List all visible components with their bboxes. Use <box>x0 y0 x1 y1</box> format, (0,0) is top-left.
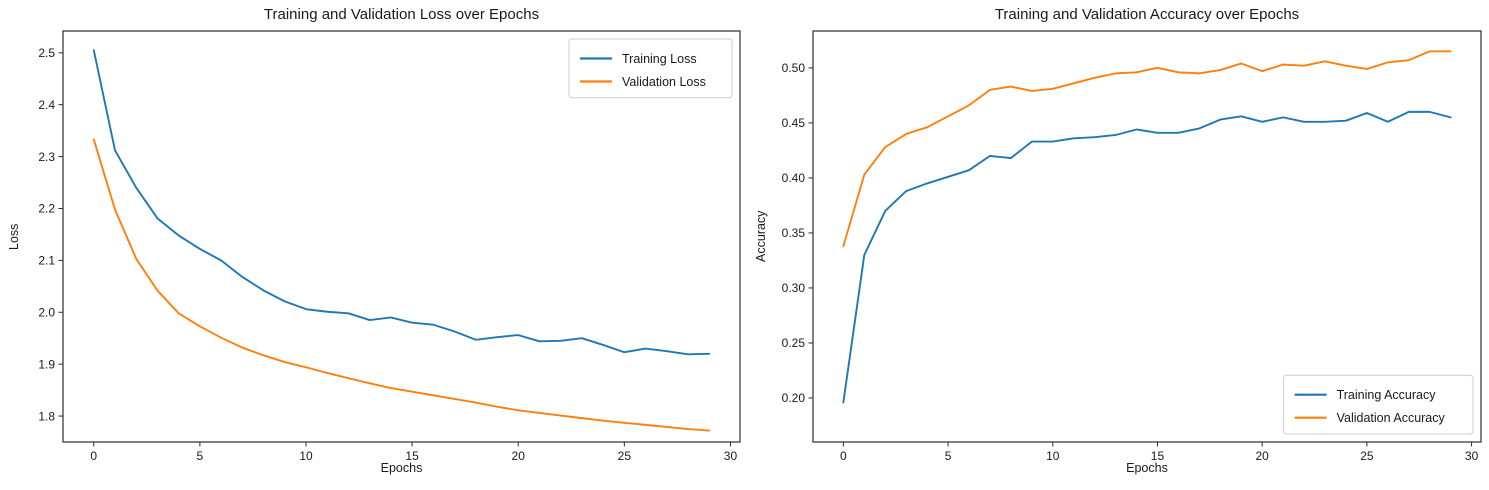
y-tick-label: 2.2 <box>38 202 55 216</box>
y-tick-label: 0.20 <box>782 391 806 405</box>
x-tick-label: 30 <box>1465 449 1479 463</box>
series-line-training-loss <box>92 49 711 356</box>
plot-frame <box>812 30 1482 443</box>
x-tick-label: 25 <box>1360 449 1374 463</box>
series-line-validation-accuracy <box>842 50 1452 248</box>
x-tick-label: 20 <box>1255 449 1269 463</box>
y-tick-label: 0.25 <box>782 336 806 350</box>
y-axis-ticks: 1.8 1.9 2.0 2.1 2.2 2.3 2.4 2.5 <box>38 46 63 423</box>
x-tick-label: 20 <box>512 449 526 463</box>
legend-box <box>1283 374 1474 435</box>
x-tick-label: 10 <box>1046 449 1060 463</box>
loss-subplot: Training and Validation Loss over Epochs… <box>7 6 741 475</box>
x-tick-label: 5 <box>197 449 204 463</box>
x-tick-label: 15 <box>1151 449 1165 463</box>
series-line-validation-loss <box>92 138 711 432</box>
legend: Training Loss Validation Loss <box>568 38 733 99</box>
accuracy-subplot: Training and Validation Accuracy over Ep… <box>745 0 1489 490</box>
y-tick-label: 0.50 <box>782 61 806 75</box>
loss-chart-title: Training and Validation Loss over Epochs <box>263 6 540 23</box>
x-tick-label: 25 <box>618 449 632 463</box>
y-tick-label: 0.30 <box>782 281 806 295</box>
x-tick-label: 5 <box>945 449 952 463</box>
legend-label-training-loss: Training Loss <box>622 52 697 66</box>
legend-label-validation-accuracy: Validation Accuracy <box>1337 411 1446 425</box>
y-tick-label: 1.8 <box>38 409 55 423</box>
y-tick-label: 2.1 <box>38 254 55 268</box>
legend-box <box>568 38 733 99</box>
x-axis-ticks: 0 5 10 15 20 25 30 <box>840 442 1479 463</box>
accuracy-chart-title: Training and Validation Accuracy over Ep… <box>994 6 1300 23</box>
y-tick-label: 0.35 <box>782 226 806 240</box>
y-tick-label: 0.45 <box>782 116 806 130</box>
x-tick-label: 0 <box>90 449 97 463</box>
series-line-training-accuracy <box>842 110 1452 404</box>
x-tick-label: 15 <box>405 449 419 463</box>
x-tick-label: 30 <box>724 449 738 463</box>
legend-label-validation-loss: Validation Loss <box>622 75 706 89</box>
y-tick-label: 0.40 <box>782 171 806 185</box>
y-tick-label: 1.9 <box>38 357 55 371</box>
loss-x-axis-label: Epochs <box>380 461 423 475</box>
accuracy-y-axis-label: Accuracy <box>754 210 768 263</box>
x-tick-label: 10 <box>299 449 313 463</box>
y-tick-label: 2.4 <box>38 98 55 112</box>
accuracy-x-axis-label: Epochs <box>1126 461 1168 475</box>
y-tick-label: 2.3 <box>38 150 55 164</box>
x-tick-label: 0 <box>840 449 847 463</box>
loss-chart: 0 5 10 15 20 25 30 1.8 1.9 2.0 2.1 2.2 2.3 2.4 2.5 Trai… <box>38 30 741 463</box>
loss-y-axis-label: Loss <box>7 223 21 250</box>
plot-frame <box>62 30 741 443</box>
accuracy-chart: 0 5 10 15 20 25 30 0.20 0.25 0.30 0.35 0.40 0.45 0.50… <box>782 30 1482 463</box>
x-axis-ticks: 0 5 10 15 20 25 30 <box>90 442 737 463</box>
y-axis-ticks: 0.20 0.25 0.30 0.35 0.40 0.45 0.50 <box>782 61 813 405</box>
legend: Training Accuracy Validation Accuracy <box>1283 374 1474 435</box>
legend-label-training-accuracy: Training Accuracy <box>1337 388 1437 402</box>
y-tick-label: 2.5 <box>38 46 55 60</box>
y-tick-label: 2.0 <box>38 305 55 319</box>
